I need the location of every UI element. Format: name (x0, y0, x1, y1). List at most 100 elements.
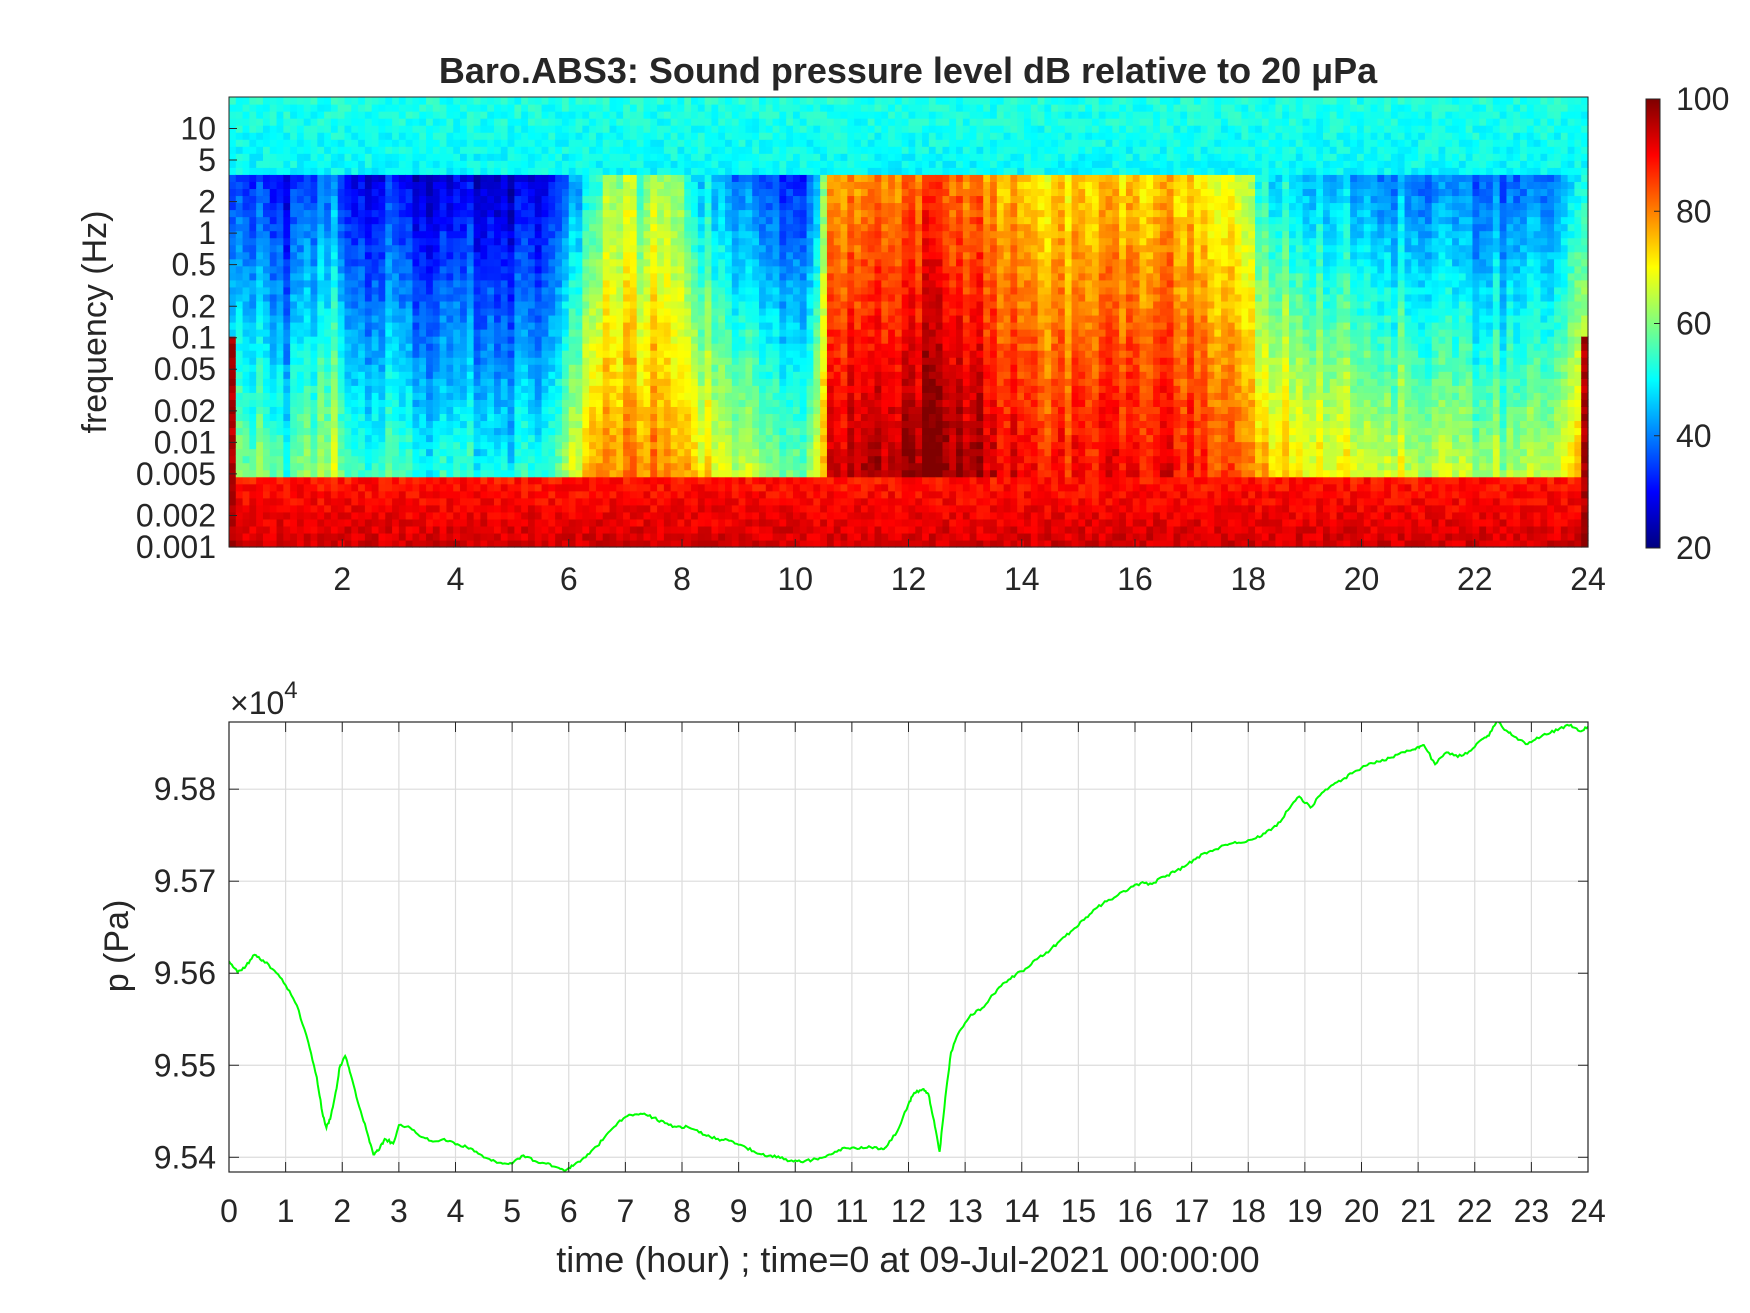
spectrogram-cell (262, 532, 271, 541)
spectrogram-cell (745, 244, 753, 253)
spectrogram-cell (711, 343, 719, 351)
spectrogram-cell (595, 364, 604, 372)
spectrogram-cell (527, 378, 536, 386)
spectrogram-cell (405, 146, 414, 154)
spectrogram-cell (670, 146, 679, 154)
spectrogram-cell (337, 251, 346, 260)
spectrogram-cell (256, 413, 264, 422)
spectrogram-cell (276, 139, 284, 147)
spectrogram-cell (446, 314, 454, 323)
spectrogram-cell (310, 286, 318, 295)
spectrogram-cell (561, 279, 570, 288)
spectrogram-cell (235, 167, 244, 175)
spectrogram-cell (229, 399, 237, 407)
spectrogram-cell (296, 307, 305, 316)
spectrogram-cell (541, 350, 549, 358)
spectrogram-cell (466, 139, 475, 147)
spectrogram-cell (385, 195, 393, 204)
spectrogram-cell (575, 111, 583, 119)
spectrogram-cell (527, 392, 536, 400)
spectrogram-cell (725, 258, 733, 267)
spectrogram-cell (229, 216, 237, 225)
spectrogram-cell (392, 265, 400, 274)
spectrogram-cell (548, 300, 556, 309)
spectrogram-cell (704, 392, 713, 400)
spectrogram-cell (684, 462, 692, 471)
spectrogram-cell (249, 392, 257, 400)
spectrogram-cell (262, 139, 271, 147)
spectrogram-cell (657, 434, 665, 443)
spectrogram-cell (738, 392, 747, 400)
spectrogram-cell (378, 476, 386, 485)
spectrogram-cell (623, 132, 631, 140)
spectrogram-cell (378, 322, 386, 330)
spectrogram-cell (426, 146, 434, 154)
spectrogram-cell (480, 336, 488, 344)
spectrogram-cell (555, 230, 563, 239)
spectrogram-cell (636, 385, 645, 393)
spectrogram-cell (392, 216, 400, 225)
spectrogram-cell (460, 336, 468, 344)
spectrogram-cell (725, 490, 733, 499)
spectrogram-cell (398, 343, 407, 351)
spectrogram-cell (344, 406, 352, 415)
spectrogram-cell (256, 511, 264, 520)
spectrogram-cell (575, 132, 583, 140)
spectrogram-cell (494, 195, 502, 204)
spectrogram-cell (711, 469, 719, 478)
spectrogram-cell (473, 223, 482, 232)
spectrogram-cell (568, 427, 577, 436)
spectrogram-cell (405, 153, 414, 161)
spectrogram-cell (555, 427, 563, 436)
spectrogram-cell (473, 532, 482, 541)
spectrogram-cell (691, 314, 699, 323)
spectrogram-cell (412, 139, 420, 147)
spectrogram-cell (623, 216, 631, 225)
spectrogram-cell (663, 251, 672, 260)
spectrogram-cell (290, 97, 298, 105)
spectrogram-cell (256, 469, 264, 478)
spectrogram-cell (290, 181, 298, 190)
spectrogram-cell (548, 511, 556, 520)
spectrogram-cell (358, 258, 366, 267)
spectrogram-cell (568, 511, 577, 520)
spectrogram-cell (358, 237, 366, 246)
spectrogram-cell (507, 336, 515, 344)
spectrogram-cell (629, 511, 638, 520)
spectrogram-cell (582, 357, 590, 365)
spectrogram-cell (494, 286, 502, 295)
spectrogram-cell (378, 237, 386, 246)
spectrogram-cell (752, 293, 760, 302)
spectrogram-cell (432, 490, 441, 499)
spectrogram-cell (691, 146, 699, 154)
spectrogram-cell (752, 104, 760, 112)
spectrogram-cell (242, 97, 250, 105)
spectrogram-cell (568, 251, 577, 260)
spectrogram-cell (697, 322, 706, 330)
spectrogram-cell (555, 188, 563, 197)
spectrogram-cell (405, 97, 414, 105)
spectrogram-cell (555, 336, 563, 344)
spectrogram-cell (412, 125, 420, 133)
spectrogram-cell (303, 448, 312, 457)
spectrogram-cell (541, 104, 549, 112)
spectrogram-cell (296, 364, 305, 372)
spectrogram-cell (711, 202, 719, 211)
spectrogram-cell (548, 230, 556, 239)
spectrogram-cell (575, 364, 583, 372)
spectrogram-cell (432, 462, 441, 471)
spectrogram-cell (745, 539, 753, 548)
spectrogram-cell (704, 188, 713, 197)
spectrogram-cell (541, 385, 549, 393)
spectrogram-cell (249, 174, 257, 182)
spectrogram-cell (351, 518, 359, 527)
spectrogram-cell (718, 427, 726, 436)
spectrogram-cell (330, 483, 339, 492)
spectrogram-cell (432, 532, 441, 541)
spectrogram-cell (595, 195, 604, 204)
spectrogram-cell (568, 195, 577, 204)
spectrogram-cell (575, 448, 583, 457)
spectrogram-cell (392, 181, 400, 190)
spectrogram-cell (276, 118, 284, 126)
spectrogram-cell (697, 160, 706, 168)
